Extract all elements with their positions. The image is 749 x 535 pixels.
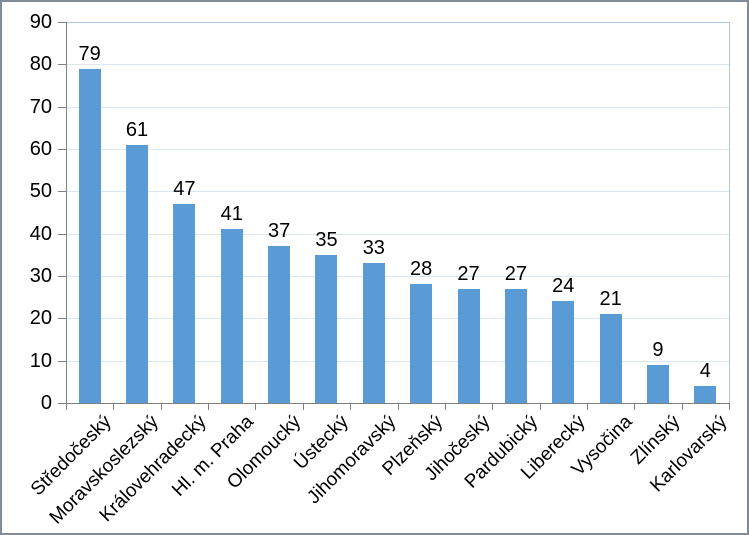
gridline	[66, 64, 729, 66]
gridline	[66, 360, 729, 362]
y-axis-label: 10	[29, 349, 52, 372]
y-axis-label: 60	[29, 138, 52, 160]
x-axis-tick	[160, 403, 162, 410]
bar-value-label: 79	[78, 42, 101, 65]
y-axis-label: 30	[29, 265, 52, 287]
bar-value-label: 28	[410, 258, 433, 281]
x-axis-tick	[350, 403, 352, 410]
y-axis-label: 50	[29, 180, 52, 203]
x-axis-tick	[302, 403, 304, 410]
gridline	[66, 191, 729, 193]
bar-value-label: 9	[652, 338, 664, 361]
y-axis-tick	[58, 360, 66, 362]
x-axis-tick	[208, 403, 210, 410]
bar	[504, 288, 527, 403]
bar	[220, 229, 243, 403]
bar-value-label: 35	[315, 228, 338, 251]
x-axis-tick	[444, 403, 446, 410]
gridline	[66, 318, 729, 320]
y-axis-tick	[58, 403, 66, 404]
x-axis-line	[66, 403, 730, 404]
y-axis-tick	[58, 64, 66, 66]
y-axis-tick	[58, 233, 66, 235]
bar-value-label: 41	[220, 203, 243, 226]
bar-value-label: 47	[173, 178, 196, 201]
gridline	[66, 276, 729, 277]
bar	[646, 364, 669, 403]
x-axis-tick	[113, 403, 115, 410]
gridline	[66, 106, 729, 108]
bar	[552, 301, 575, 403]
bar-value-label: 27	[457, 262, 480, 285]
y-axis-tick	[58, 318, 66, 320]
bar	[268, 246, 291, 403]
x-axis-tick	[681, 403, 683, 410]
bar	[315, 254, 338, 403]
x-axis-tick	[492, 403, 494, 410]
bar-value-label: 33	[362, 237, 385, 260]
gridline	[66, 233, 729, 235]
bar	[362, 263, 385, 403]
bar-value-label: 21	[599, 288, 622, 311]
plot-border-top	[66, 22, 729, 23]
y-axis-tick	[58, 149, 66, 150]
y-axis-label: 20	[29, 307, 52, 330]
bar-value-label: 61	[125, 118, 149, 141]
bar	[410, 284, 433, 403]
x-axis-tick	[729, 403, 730, 410]
bar	[694, 386, 717, 403]
bar-value-label: 24	[552, 275, 575, 298]
y-axis-label: 90	[29, 11, 52, 33]
bar	[126, 144, 149, 403]
x-axis-tick	[66, 403, 67, 410]
y-axis-tick	[58, 191, 66, 193]
bar-value-label: 37	[267, 220, 291, 243]
x-axis-tick	[397, 403, 399, 410]
bar	[78, 68, 101, 403]
y-axis-label: 80	[29, 53, 52, 76]
y-axis-tick	[58, 276, 66, 277]
bar-value-label: 4	[699, 360, 711, 383]
x-axis-tick	[539, 403, 541, 410]
bar	[599, 314, 622, 403]
plot-border-right	[729, 22, 730, 403]
y-axis-tick	[58, 22, 66, 23]
x-axis-tick	[255, 403, 257, 410]
y-axis-label: 40	[29, 222, 52, 245]
y-axis-label: 70	[29, 95, 52, 118]
bar	[173, 204, 196, 403]
gridline	[66, 149, 729, 150]
bar	[457, 288, 480, 403]
y-axis-tick	[58, 106, 66, 108]
y-axis-label: 0	[40, 392, 52, 414]
x-axis-tick	[586, 403, 588, 410]
x-axis-tick	[634, 403, 636, 410]
bar-value-label: 27	[504, 262, 528, 285]
y-axis-line	[66, 22, 67, 404]
